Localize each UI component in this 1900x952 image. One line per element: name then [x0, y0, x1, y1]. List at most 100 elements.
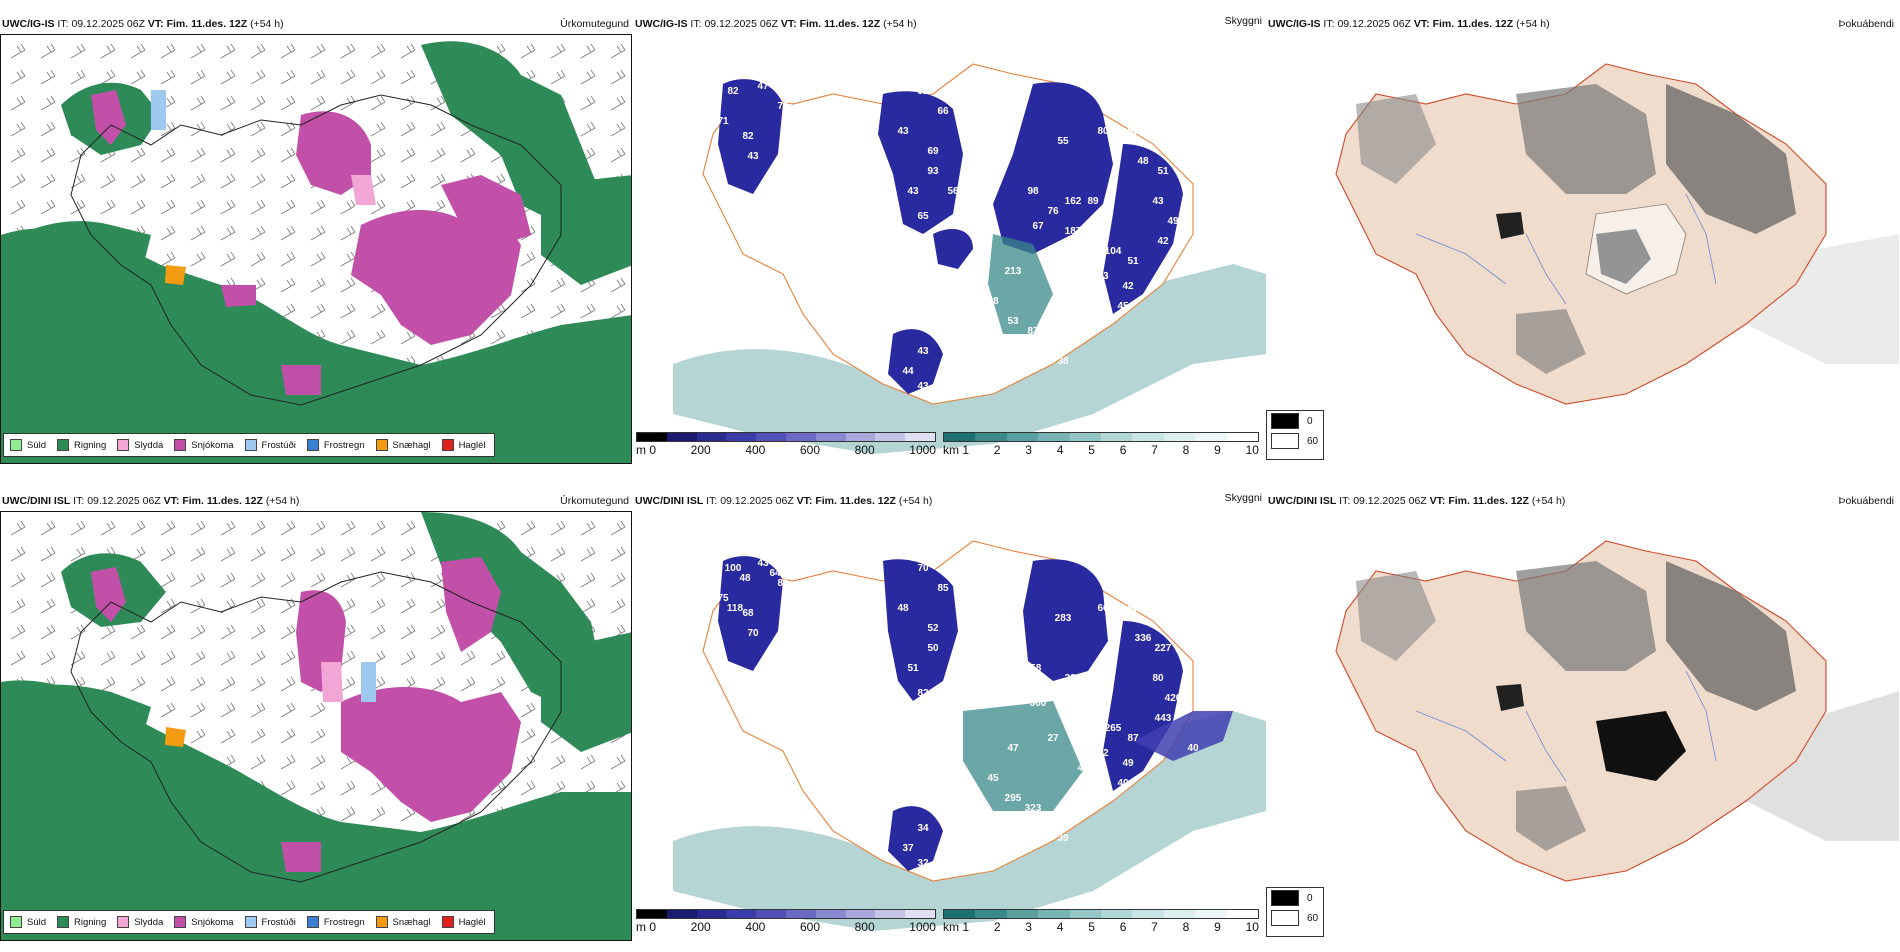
wind-barb — [10, 173, 26, 189]
rain-field-west — [1, 684, 151, 782]
wind-barb — [550, 754, 566, 770]
wind-barb — [70, 520, 86, 536]
wind-barb — [610, 598, 626, 614]
wind-barb — [220, 69, 236, 85]
panel-title: Skyggni — [1224, 15, 1262, 27]
wind-barb — [610, 520, 626, 536]
wind-barb — [520, 251, 536, 267]
ceiling-label: 43 — [917, 346, 929, 357]
ceiling-label: 50 — [927, 643, 939, 654]
ceiling-tick: 600 — [799, 443, 820, 457]
ceiling-bin — [666, 910, 697, 918]
wind-barb — [220, 676, 236, 692]
visibility-tick: 2 — [993, 920, 1001, 934]
visibility-colorbar — [943, 909, 1259, 919]
visibility-tick: 4 — [1056, 443, 1064, 457]
ceiling-label: 47 — [1007, 743, 1019, 754]
legend-hail: Haglél — [441, 439, 486, 451]
ceiling-bin — [637, 910, 667, 918]
visibility-bin — [1163, 433, 1196, 441]
legend-swatch-drizzle — [10, 439, 22, 451]
legend-label: Súld — [27, 439, 47, 451]
ceiling-label: 258 — [1025, 663, 1042, 674]
wind-barb — [100, 173, 116, 189]
ceiling-label: 41 — [1077, 286, 1089, 297]
ceiling-bin — [696, 433, 727, 441]
legend-snow-grains: Snæhagl — [375, 916, 431, 928]
ceiling-bin — [875, 433, 906, 441]
wind-barb — [370, 806, 386, 822]
visibility-bin — [1226, 433, 1259, 441]
legend-label: Frostregn — [323, 439, 365, 451]
wind-barb — [250, 728, 266, 744]
wind-barb — [400, 173, 416, 189]
ceiling-label: 250 — [1045, 683, 1062, 694]
legend-freezing-rain: Frostregn — [306, 916, 365, 928]
vt-value: Fim. 11.des. 12Z — [815, 495, 896, 507]
ceiling-label: 51 — [1157, 166, 1169, 177]
wind-barb — [460, 147, 476, 163]
visibility-bin — [1101, 910, 1133, 918]
lead-time: (+54 h) — [883, 18, 917, 30]
fog-field-south — [1516, 309, 1586, 374]
wind-barb — [490, 329, 506, 345]
visibility-unit: km — [943, 920, 959, 934]
snow-field-south — [281, 365, 321, 395]
legend-drizzle: Súld — [10, 916, 46, 928]
fog-field-northwest — [1356, 94, 1436, 184]
ceiling-label: 420 — [1165, 693, 1182, 704]
panel-header: UWC/IG-IS IT: 09.12.2025 06Z VT: Fim. 11… — [2, 18, 284, 30]
visibility-bin — [1163, 910, 1196, 918]
wind-barb — [520, 728, 536, 744]
legend-swatch-sleet — [117, 439, 130, 451]
wind-barb — [190, 676, 206, 692]
wind-barb — [100, 520, 116, 536]
ceiling-label: 55 — [1057, 136, 1069, 147]
visibility-tick: 5 — [1088, 443, 1095, 457]
wind-barb — [400, 121, 416, 137]
ceiling-label: 70 — [1067, 703, 1079, 714]
wind-barb — [430, 676, 446, 692]
visibility-bin — [1069, 910, 1102, 918]
ceiling-bin — [815, 433, 846, 441]
legend-swatch-sleet — [117, 916, 130, 928]
iceland-coastline — [70, 571, 562, 883]
wind-barb — [160, 598, 176, 614]
visibility-unit: km — [943, 443, 959, 457]
ceiling-label: 45 — [1117, 301, 1129, 312]
wind-barb — [190, 173, 206, 189]
wind-barb — [130, 69, 146, 85]
wind-barb — [220, 546, 236, 562]
ceiling-bin — [845, 910, 876, 918]
wind-barb — [190, 121, 206, 137]
wind-barb — [310, 277, 326, 293]
legend-hail: Haglél — [441, 916, 486, 928]
visibility-tick: 3 — [1025, 920, 1032, 934]
ceiling-tick: 1000 — [909, 443, 936, 457]
ceiling-field-northwest — [718, 556, 783, 671]
ceiling-label: 52 — [927, 623, 939, 634]
legend-label: Slydda — [134, 439, 164, 451]
wind-barb — [160, 702, 176, 718]
ceiling-label: 70 — [747, 628, 759, 639]
it-value: 09.12.2025 06Z — [1337, 18, 1411, 30]
wind-barb — [280, 780, 296, 796]
ceiling-bin — [637, 433, 667, 441]
model-name: UWC/DINI ISL — [2, 495, 71, 507]
row-dini-isl: UWC/DINI ISL IT: 09.12.2025 06Z VT: Fim.… — [0, 477, 1900, 952]
wind-barb — [280, 546, 296, 562]
ceiling-label: 80 — [1097, 126, 1109, 137]
ceiling-tick: 800 — [854, 443, 875, 457]
snow-grains-patch — [165, 265, 186, 285]
wind-barb — [40, 69, 56, 85]
ceiling-label: 265 — [1105, 723, 1122, 734]
wind-barb — [190, 95, 206, 111]
wind-barb — [70, 546, 86, 562]
legend-label: Snjókoma — [191, 439, 234, 451]
it-value: 09.12.2025 06Z — [1353, 495, 1427, 507]
ceiling-tick: 400 — [745, 443, 766, 457]
wind-barb — [520, 754, 536, 770]
wind-barb — [250, 95, 266, 111]
wind-barb — [280, 520, 296, 536]
wind-barb — [160, 199, 176, 215]
